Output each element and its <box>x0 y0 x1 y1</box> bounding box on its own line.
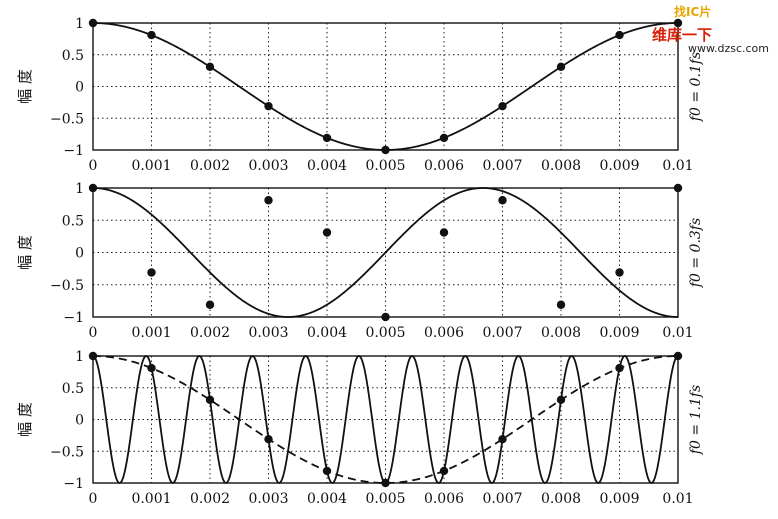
sample-point <box>88 183 98 193</box>
sample-point <box>615 268 624 277</box>
chart-panel-1: 0 0.001 0.002 0.003 0.004 0.005 0.006 0.007 0.00… <box>16 16 704 174</box>
frequency-label: f0 = 0.3fs <box>688 218 704 288</box>
x-tick-label: 0.003 <box>248 325 288 341</box>
x-tick-label: 0.001 <box>131 325 171 341</box>
sample-point <box>322 466 332 476</box>
signal-line <box>93 187 678 318</box>
sample-point <box>673 18 683 28</box>
sample-point <box>381 478 390 488</box>
sample-point <box>498 196 507 205</box>
sample-point <box>322 133 332 143</box>
chart-panel-2: 0 0.001 0.002 0.003 0.004 0.005 0.006 0.007 0.00… <box>16 181 704 341</box>
x-tick-label: 0.002 <box>190 491 230 507</box>
sample-point <box>205 62 215 72</box>
sample-point <box>498 434 507 444</box>
y-axis-label: 幅 度 <box>16 402 34 437</box>
x-tick-label: 0.008 <box>541 158 581 174</box>
frequency-label: f0 = 1.1fs <box>688 385 704 455</box>
sample-point <box>556 300 566 309</box>
x-tick-label: 0.005 <box>365 491 405 507</box>
sample-point <box>439 466 449 476</box>
sample-point <box>147 30 156 40</box>
x-tick-label: 0.006 <box>424 325 464 341</box>
x-tick-label: 0.009 <box>599 491 639 507</box>
sample-point <box>673 183 683 193</box>
x-tick-label: 0.002 <box>190 325 230 341</box>
sample-point <box>205 300 215 309</box>
sample-point <box>439 133 449 143</box>
y-tick-label: −1 <box>63 476 84 492</box>
y-tick-label: 1 <box>75 349 84 365</box>
y-tick-label: −0.5 <box>50 278 84 294</box>
x-tick-label: 0 <box>89 491 98 507</box>
sample-point <box>381 312 390 322</box>
panels: 0 0.001 0.002 0.003 0.004 0.005 0.006 0.007 0.00… <box>16 16 704 507</box>
sample-point <box>615 30 624 40</box>
x-tick-label: 0.009 <box>599 158 639 174</box>
x-tick-label: 0.01 <box>662 158 693 174</box>
sample-point <box>381 145 390 155</box>
y-tick-label: −0.5 <box>50 444 84 460</box>
sample-point <box>264 196 273 205</box>
x-tick-label: 0.005 <box>365 325 405 341</box>
y-tick-label: 0.5 <box>62 48 84 64</box>
x-tick-label: 0.003 <box>248 491 288 507</box>
frequency-label: f0 = 0.1fs <box>688 52 704 122</box>
x-tick-label: 0.006 <box>424 491 464 507</box>
sample-point <box>88 351 98 361</box>
y-tick-label: 1 <box>75 181 84 197</box>
y-tick-label: 0.5 <box>62 213 84 229</box>
y-tick-label: −1 <box>63 143 84 159</box>
x-tick-label: 0.008 <box>541 325 581 341</box>
grid-lines <box>93 356 678 483</box>
sample-point <box>205 395 215 405</box>
sample-point <box>147 363 156 373</box>
y-axis-label: 幅 度 <box>16 69 34 104</box>
sample-point <box>673 351 683 361</box>
x-tick-label: 0.01 <box>662 491 693 507</box>
sample-point <box>498 101 507 111</box>
x-tick-label: 0.008 <box>541 491 581 507</box>
x-tick-label: 0.001 <box>131 158 171 174</box>
sample-point <box>264 101 273 111</box>
sample-point <box>439 228 449 237</box>
sample-point <box>88 18 98 28</box>
sample-point <box>147 268 156 277</box>
y-tick-label: −0.5 <box>50 111 84 127</box>
y-tick-label: 0 <box>75 80 84 96</box>
x-tick-label: 0 <box>89 158 98 174</box>
x-tick-label: 0.004 <box>307 158 347 174</box>
x-tick-label: 0.003 <box>248 158 288 174</box>
watermark-brand: 找IC片 <box>674 4 711 19</box>
sample-point <box>556 62 566 72</box>
watermark-cn-text: 维库一下 <box>652 26 712 44</box>
x-tick-label: 0.007 <box>482 158 522 174</box>
y-tick-label: −1 <box>63 310 84 326</box>
watermark: 找IC片 维库一下 www.dzsc.com <box>652 4 769 55</box>
x-tick-label: 0.01 <box>662 325 693 341</box>
y-tick-label: 0 <box>75 413 84 429</box>
x-tick-label: 0.005 <box>365 158 405 174</box>
y-axis-label: 幅 度 <box>16 235 34 270</box>
x-tick-label: 0.001 <box>131 491 171 507</box>
watermark-url: www.dzsc.com <box>688 42 769 55</box>
x-tick-label: 0.007 <box>482 325 522 341</box>
sample-point <box>322 228 332 237</box>
y-tick-label: 0.5 <box>62 381 84 397</box>
sample-point <box>556 395 566 405</box>
sample-point <box>264 434 273 444</box>
sample-point <box>615 363 624 373</box>
x-tick-label: 0.004 <box>307 325 347 341</box>
grid-lines <box>93 23 678 150</box>
x-tick-label: 0.006 <box>424 158 464 174</box>
x-tick-label: 0.002 <box>190 158 230 174</box>
chart-panel-3: 0 0.001 0.002 0.003 0.004 0.005 0.006 0.007 0.00… <box>16 349 704 507</box>
y-tick-label: 1 <box>75 16 84 32</box>
x-tick-label: 0.009 <box>599 325 639 341</box>
y-tick-label: 0 <box>75 246 84 262</box>
x-tick-label: 0.007 <box>482 491 522 507</box>
x-tick-label: 0.004 <box>307 491 347 507</box>
x-tick-label: 0 <box>89 325 98 341</box>
